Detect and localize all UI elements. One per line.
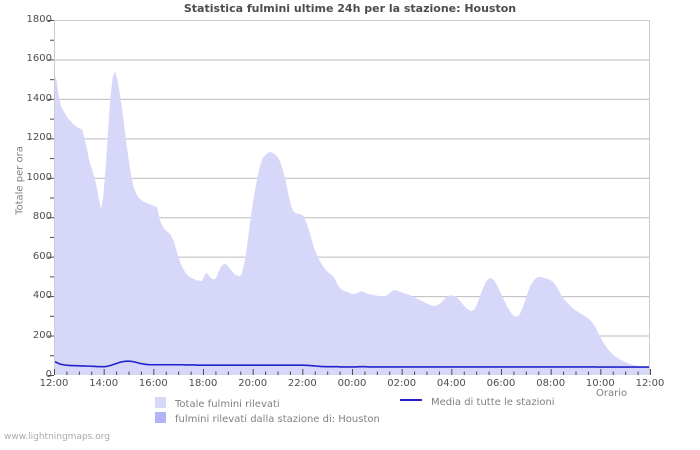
x-tick-label: 06:00 <box>486 378 516 389</box>
y-tick-label: 1800 <box>26 14 52 25</box>
chart-legend: Totale fulmini rilevati fulmini rilevati… <box>0 396 700 430</box>
y-axis-tick-labels: 0 200 400 600 800 1000 1200 1400 1600 1800 <box>8 0 52 380</box>
y-tick-label: 200 <box>32 329 52 341</box>
legend-item-average: Media di tutte le stazioni <box>400 397 555 408</box>
x-tick-label: 16:00 <box>138 378 168 389</box>
legend-swatch-station-icon <box>155 412 166 423</box>
legend-label-station: fulmini rilevati dalla stazione di: Hous… <box>175 414 380 425</box>
x-tick-label: 22:00 <box>287 378 317 389</box>
y-tick-label: 600 <box>32 250 52 262</box>
line-series-0 <box>53 360 650 368</box>
x-axis-tick-labels: 12:00 14:00 16:00 18:00 20:00 22:00 00:00 02:00… <box>0 378 700 392</box>
y-tick-label: 800 <box>32 211 52 223</box>
x-tick-label: 08:00 <box>536 378 566 389</box>
x-tick-label: 14:00 <box>89 378 119 389</box>
x-tick-label: 00:00 <box>337 378 367 389</box>
x-tick-label: 12:00 <box>635 378 665 389</box>
y-tick-label: 1600 <box>26 53 52 65</box>
x-tick-label: 12:00 <box>39 378 69 389</box>
y-tick-label: 1000 <box>26 171 52 183</box>
legend-line-average-icon <box>400 399 422 401</box>
legend-item-station: fulmini rilevati dalla stazione di: Hous… <box>155 412 380 425</box>
legend-label-total: Totale fulmini rilevati <box>175 399 280 410</box>
watermark: www.lightningmaps.org <box>4 432 110 442</box>
x-tick-label: 18:00 <box>188 378 218 389</box>
page-title: Statistica fulmini ultime 24h per la sta… <box>183 2 517 15</box>
legend-item-total: Totale fulmini rilevati <box>155 397 280 410</box>
x-tick-label: 10:00 <box>585 378 615 389</box>
legend-label-average: Media di tutte le stazioni <box>431 397 555 408</box>
x-tick-label: 02:00 <box>387 378 417 389</box>
y-tick-label: 1200 <box>26 132 52 144</box>
y-tick-label: 0 <box>45 369 52 380</box>
legend-swatch-total-icon <box>155 397 166 408</box>
x-tick-label: 04:00 <box>436 378 466 389</box>
x-axis-title: Orario <box>596 388 628 399</box>
area-series-0 <box>54 71 650 376</box>
x-tick-label: 20:00 <box>238 378 268 389</box>
y-tick-label: 400 <box>32 290 52 302</box>
y-tick-label: 1400 <box>26 92 52 104</box>
